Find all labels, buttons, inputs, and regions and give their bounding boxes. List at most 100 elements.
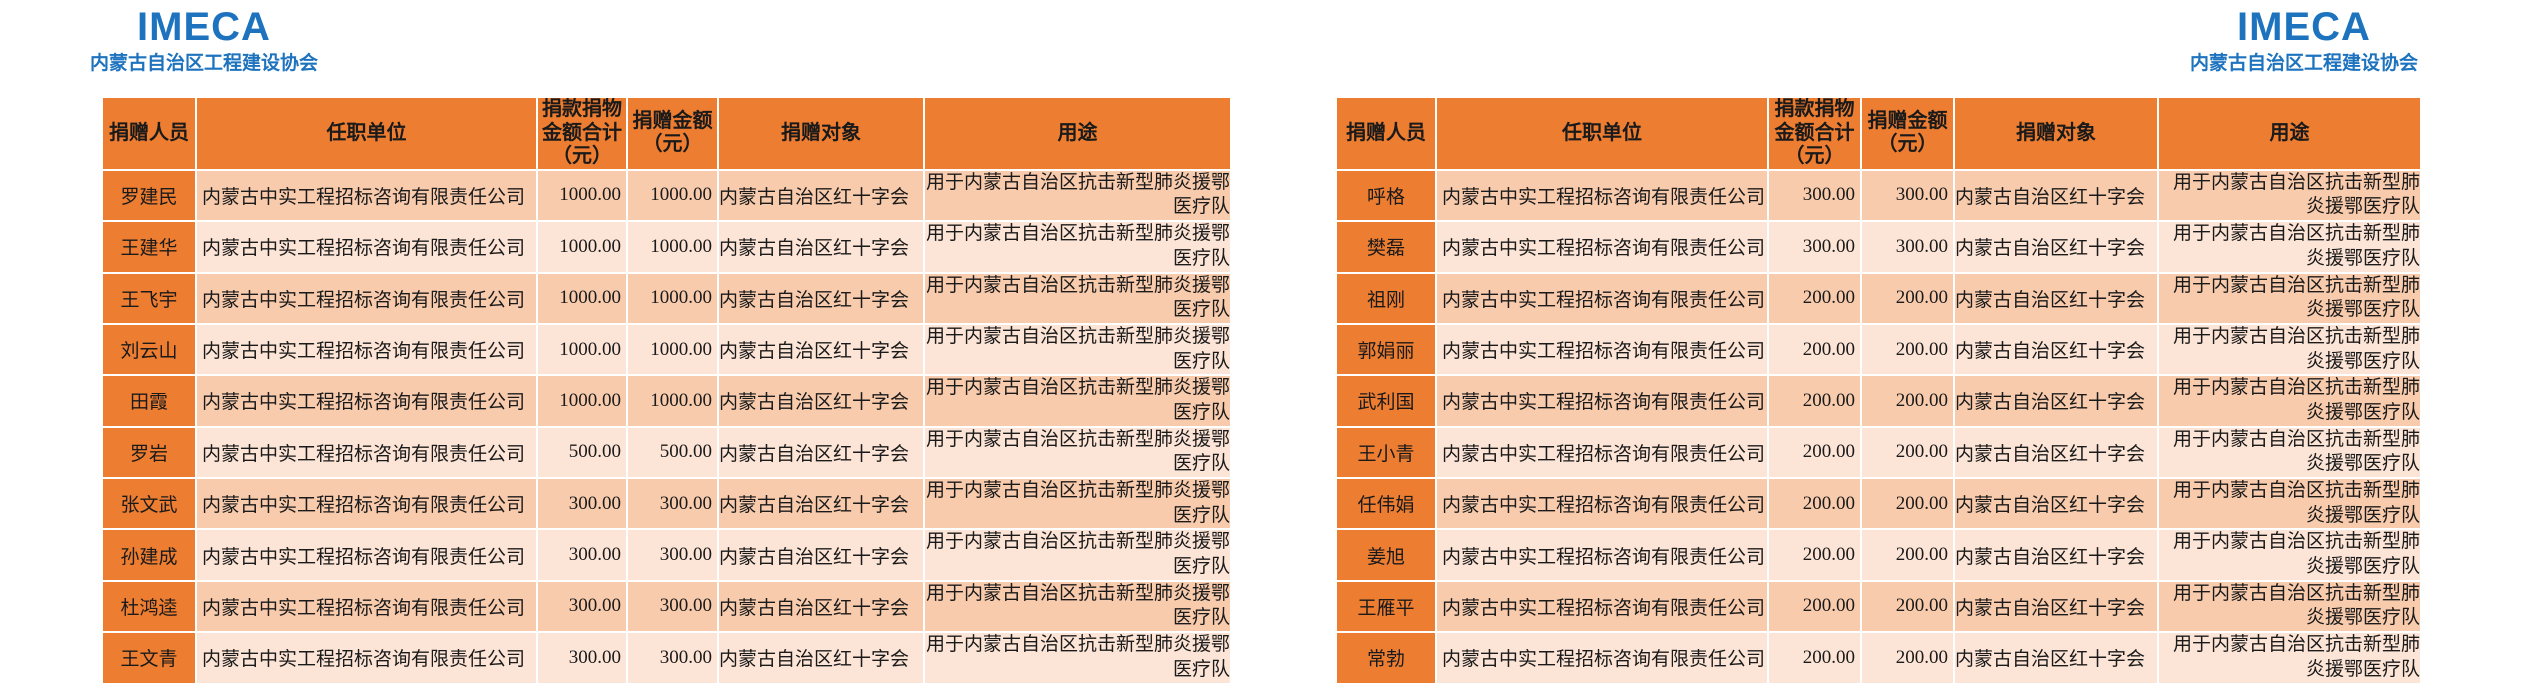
purpose-cell: 用于内蒙古自治区抗击新型肺炎援鄂医疗队 xyxy=(2157,374,2422,428)
donation-table-left: 捐赠人员 任职单位 捐款捐物金额合计（元） 捐赠金额（元） 捐赠对象 用途 罗建… xyxy=(101,96,1232,685)
recipient-cell: 内蒙古自治区红十字会 xyxy=(1953,477,2159,531)
purpose-cell: 用于内蒙古自治区抗击新型肺炎援鄂医疗队 xyxy=(923,579,1232,634)
col-header-purpose: 用途 xyxy=(923,96,1232,171)
purpose-cell: 用于内蒙古自治区抗击新型肺炎援鄂医疗队 xyxy=(2157,322,2422,377)
total-amount-cell: 1000.00 xyxy=(536,374,628,428)
col-header-total-amount: 捐款捐物金额合计（元） xyxy=(536,96,628,171)
donation-amount-cell: 300.00 xyxy=(626,579,719,634)
purpose-cell: 用于内蒙古自治区抗击新型肺炎援鄂医疗队 xyxy=(2157,528,2422,582)
purpose-cell: 用于内蒙古自治区抗击新型肺炎援鄂医疗队 xyxy=(2157,579,2422,634)
recipient-cell: 内蒙古自治区红十字会 xyxy=(1953,579,2159,634)
table-row: 武利国 内蒙古中实工程招标咨询有限责任公司 200.00 200.00 内蒙古自治区红十… xyxy=(1335,374,2422,428)
total-amount-cell: 200.00 xyxy=(1767,374,1862,428)
total-amount-cell: 1000.00 xyxy=(536,220,628,274)
donation-amount-cell: 1000.00 xyxy=(626,374,719,428)
employer-cell: 内蒙古中实工程招标咨询有限责任公司 xyxy=(195,579,538,634)
donation-amount-cell: 300.00 xyxy=(1860,168,1955,223)
recipient-cell: 内蒙古自治区红十字会 xyxy=(717,322,925,377)
donor-name-cell: 罗岩 xyxy=(101,425,197,480)
table-row: 刘云山 内蒙古中实工程招标咨询有限责任公司 1000.00 1000.00 内蒙古自治区… xyxy=(101,322,1232,377)
donation-table-right: 捐赠人员 任职单位 捐款捐物金额合计（元） 捐赠金额（元） 捐赠对象 用途 呼格… xyxy=(1335,96,2422,685)
donation-amount-cell: 200.00 xyxy=(1860,322,1955,377)
donation-amount-cell: 1000.00 xyxy=(626,168,719,223)
recipient-cell: 内蒙古自治区红十字会 xyxy=(717,477,925,531)
purpose-cell: 用于内蒙古自治区抗击新型肺炎援鄂医疗队 xyxy=(923,168,1232,223)
employer-cell: 内蒙古中实工程招标咨询有限责任公司 xyxy=(195,374,538,428)
col-header-total-amount: 捐款捐物金额合计（元） xyxy=(1767,96,1862,171)
total-amount-cell: 300.00 xyxy=(1767,220,1862,274)
donor-name-cell: 呼格 xyxy=(1335,168,1437,223)
recipient-cell: 内蒙古自治区红十字会 xyxy=(717,528,925,582)
table-header: 捐赠人员 任职单位 捐款捐物金额合计（元） 捐赠金额（元） 捐赠对象 用途 xyxy=(101,96,1232,171)
purpose-cell: 用于内蒙古自治区抗击新型肺炎援鄂医疗队 xyxy=(2157,271,2422,325)
employer-cell: 内蒙古中实工程招标咨询有限责任公司 xyxy=(1435,425,1769,480)
table-row: 王小青 内蒙古中实工程招标咨询有限责任公司 200.00 200.00 内蒙古自治区红十… xyxy=(1335,425,2422,480)
donor-name-cell: 郭娟丽 xyxy=(1335,322,1437,377)
total-amount-cell: 200.00 xyxy=(1767,579,1862,634)
total-amount-cell: 300.00 xyxy=(536,477,628,531)
brand-block-right: IMECA 内蒙古自治区工程建设协会 xyxy=(2186,4,2422,75)
employer-cell: 内蒙古中实工程招标咨询有限责任公司 xyxy=(195,220,538,274)
employer-cell: 内蒙古中实工程招标咨询有限责任公司 xyxy=(195,477,538,531)
total-amount-cell: 200.00 xyxy=(1767,271,1862,325)
purpose-cell: 用于内蒙古自治区抗击新型肺炎援鄂医疗队 xyxy=(923,374,1232,428)
donor-name-cell: 张文武 xyxy=(101,477,197,531)
col-header-donor: 捐赠人员 xyxy=(101,96,197,171)
recipient-cell: 内蒙古自治区红十字会 xyxy=(717,579,925,634)
col-header-purpose: 用途 xyxy=(2157,96,2422,171)
col-header-donation-amount: 捐赠金额（元） xyxy=(626,96,719,171)
employer-cell: 内蒙古中实工程招标咨询有限责任公司 xyxy=(195,168,538,223)
total-amount-cell: 300.00 xyxy=(1767,168,1862,223)
employer-cell: 内蒙古中实工程招标咨询有限责任公司 xyxy=(1435,271,1769,325)
col-header-donation-amount: 捐赠金额（元） xyxy=(1860,96,1955,171)
purpose-cell: 用于内蒙古自治区抗击新型肺炎援鄂医疗队 xyxy=(923,271,1232,325)
table-row: 孙建成 内蒙古中实工程招标咨询有限责任公司 300.00 300.00 内蒙古自治区红十… xyxy=(101,528,1232,582)
table-header: 捐赠人员 任职单位 捐款捐物金额合计（元） 捐赠金额（元） 捐赠对象 用途 xyxy=(1335,96,2422,171)
table-row: 王雁平 内蒙古中实工程招标咨询有限责任公司 200.00 200.00 内蒙古自治区红十… xyxy=(1335,579,2422,634)
purpose-cell: 用于内蒙古自治区抗击新型肺炎援鄂医疗队 xyxy=(2157,168,2422,223)
table-row: 樊磊 内蒙古中实工程招标咨询有限责任公司 300.00 300.00 内蒙古自治区红十字… xyxy=(1335,220,2422,274)
association-name: 内蒙古自治区工程建设协会 xyxy=(2189,53,2418,74)
brand-block-left: IMECA 内蒙古自治区工程建设协会 xyxy=(86,4,322,75)
employer-cell: 内蒙古中实工程招标咨询有限责任公司 xyxy=(1435,374,1769,428)
total-amount-cell: 1000.00 xyxy=(536,322,628,377)
table-row: 罗岩 内蒙古中实工程招标咨询有限责任公司 500.00 500.00 内蒙古自治区红十字… xyxy=(101,425,1232,480)
imeca-logo: IMECA xyxy=(2237,5,2371,49)
total-amount-cell: 200.00 xyxy=(1767,528,1862,582)
table-row: 郭娟丽 内蒙古中实工程招标咨询有限责任公司 200.00 200.00 内蒙古自治区红十… xyxy=(1335,322,2422,377)
donor-name-cell: 孙建成 xyxy=(101,528,197,582)
table-row: 姜旭 内蒙古中实工程招标咨询有限责任公司 200.00 200.00 内蒙古自治区红十字… xyxy=(1335,528,2422,582)
donation-amount-cell: 500.00 xyxy=(626,425,719,480)
donor-name-cell: 武利国 xyxy=(1335,374,1437,428)
total-amount-cell: 300.00 xyxy=(536,631,628,685)
donation-amount-cell: 200.00 xyxy=(1860,425,1955,480)
recipient-cell: 内蒙古自治区红十字会 xyxy=(1953,528,2159,582)
employer-cell: 内蒙古中实工程招标咨询有限责任公司 xyxy=(195,425,538,480)
table-row: 王飞宇 内蒙古中实工程招标咨询有限责任公司 1000.00 1000.00 内蒙古自治区… xyxy=(101,271,1232,325)
table-row: 常勃 内蒙古中实工程招标咨询有限责任公司 200.00 200.00 内蒙古自治区红十字… xyxy=(1335,631,2422,685)
total-amount-cell: 200.00 xyxy=(1767,631,1862,685)
recipient-cell: 内蒙古自治区红十字会 xyxy=(717,374,925,428)
recipient-cell: 内蒙古自治区红十字会 xyxy=(1953,322,2159,377)
employer-cell: 内蒙古中实工程招标咨询有限责任公司 xyxy=(1435,322,1769,377)
donation-amount-cell: 200.00 xyxy=(1860,271,1955,325)
recipient-cell: 内蒙古自治区红十字会 xyxy=(717,168,925,223)
recipient-cell: 内蒙古自治区红十字会 xyxy=(1953,631,2159,685)
purpose-cell: 用于内蒙古自治区抗击新型肺炎援鄂医疗队 xyxy=(2157,477,2422,531)
total-amount-cell: 300.00 xyxy=(536,528,628,582)
donor-name-cell: 王飞宇 xyxy=(101,271,197,325)
purpose-cell: 用于内蒙古自治区抗击新型肺炎援鄂医疗队 xyxy=(923,477,1232,531)
recipient-cell: 内蒙古自治区红十字会 xyxy=(1953,220,2159,274)
table-row: 任伟娟 内蒙古中实工程招标咨询有限责任公司 200.00 200.00 内蒙古自治区红十… xyxy=(1335,477,2422,531)
donation-amount-cell: 300.00 xyxy=(626,528,719,582)
col-header-recipient: 捐赠对象 xyxy=(1953,96,2159,171)
purpose-cell: 用于内蒙古自治区抗击新型肺炎援鄂医疗队 xyxy=(923,322,1232,377)
recipient-cell: 内蒙古自治区红十字会 xyxy=(717,271,925,325)
purpose-cell: 用于内蒙古自治区抗击新型肺炎援鄂医疗队 xyxy=(923,425,1232,480)
employer-cell: 内蒙古中实工程招标咨询有限责任公司 xyxy=(195,528,538,582)
donation-amount-cell: 200.00 xyxy=(1860,579,1955,634)
table-row: 王建华 内蒙古中实工程招标咨询有限责任公司 1000.00 1000.00 内蒙古自治区… xyxy=(101,220,1232,274)
donor-name-cell: 王雁平 xyxy=(1335,579,1437,634)
total-amount-cell: 200.00 xyxy=(1767,477,1862,531)
